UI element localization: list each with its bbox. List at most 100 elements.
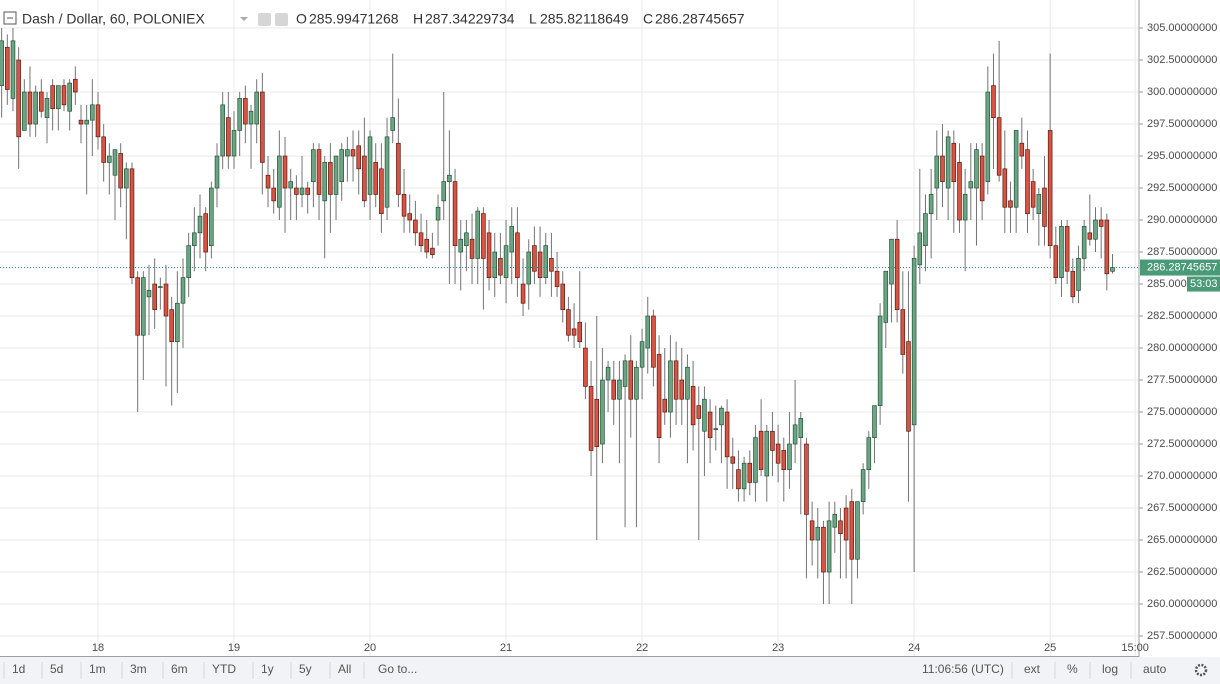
candle-body (719, 407, 724, 426)
candle-body (1002, 168, 1008, 208)
range-button[interactable]: 5y (299, 662, 312, 676)
symbol-title: Dash / Dollar, 60, POLONIEX (22, 11, 206, 27)
candle-body (1053, 245, 1059, 278)
candle-body (209, 187, 214, 246)
candle-body (430, 247, 435, 255)
candle-body (515, 232, 520, 278)
candle-body (367, 136, 373, 195)
candle-body (1042, 187, 1047, 227)
candle-body (651, 315, 656, 368)
candle-body (146, 290, 152, 298)
high-value: 287.34229734 (425, 11, 515, 27)
candle-body (679, 379, 685, 400)
candle-body (101, 136, 106, 163)
candle-body (90, 104, 95, 121)
candle-body (396, 142, 401, 195)
candle-body (1081, 226, 1087, 259)
candle-body (560, 283, 566, 310)
candle-body (685, 366, 690, 400)
candle-body (345, 149, 350, 157)
y-tick-label: 267.50000000 (1147, 502, 1217, 514)
candle-body (486, 232, 492, 278)
x-tick-label: 22 (636, 642, 648, 654)
candle-body (350, 149, 356, 157)
toolbar-items: 1d 5d 1m 3m 6m YTD 1y 5y All Go to... 11:06:56 (UT… (3, 662, 1208, 679)
candle-body (787, 443, 792, 470)
candle-body (1076, 258, 1081, 291)
settings-icon[interactable] (275, 13, 288, 26)
candle-body (668, 360, 673, 413)
goto-button[interactable]: Go to... (378, 662, 417, 676)
range-button[interactable]: 1d (12, 662, 25, 676)
x-tick-label: 24 (908, 642, 920, 654)
candle-body (362, 155, 367, 202)
candle-body (600, 379, 605, 445)
range-button[interactable]: All (338, 662, 351, 676)
candles (0, 28, 1138, 605)
candle-body (622, 360, 628, 387)
candle-body (928, 194, 934, 214)
candle-body (10, 40, 16, 99)
candle-body (481, 213, 486, 259)
candle-body (702, 398, 707, 432)
range-button[interactable]: 3m (130, 662, 147, 676)
candle-body (741, 462, 747, 490)
candle-body (826, 520, 832, 573)
candle-body (0, 40, 4, 86)
candle-body (724, 411, 730, 458)
candle-body (447, 174, 452, 182)
candle-body (260, 91, 265, 163)
candle-body (537, 251, 543, 278)
range-button[interactable]: 6m (171, 662, 188, 676)
option-button[interactable]: log (1102, 662, 1118, 676)
candle-body (809, 520, 815, 541)
candle-body (135, 277, 140, 336)
candle-body (1098, 219, 1104, 227)
range-button[interactable]: 1y (261, 662, 274, 676)
candle-body (696, 405, 702, 419)
candle-body (509, 226, 515, 253)
candle-body (940, 155, 945, 182)
toolbar (0, 657, 1220, 684)
candle-body (163, 283, 169, 317)
candle-body (56, 85, 61, 110)
candle-body (566, 309, 571, 336)
candle-body (1019, 142, 1025, 157)
candle-body (736, 469, 741, 490)
candle-body (180, 277, 186, 304)
candle-body (894, 238, 900, 310)
collapse-icon[interactable] (3, 11, 17, 25)
candle-body (418, 232, 424, 246)
range-button[interactable]: 1m (89, 662, 106, 676)
candle-body (299, 187, 305, 195)
candle-body (656, 354, 662, 438)
candle-body (838, 520, 843, 534)
range-button[interactable]: 5d (50, 662, 63, 676)
option-button[interactable]: % (1067, 662, 1078, 676)
candle-body (356, 145, 361, 170)
candle-body (781, 450, 787, 470)
candle-body (390, 117, 395, 131)
settings-gear[interactable] (1194, 663, 1208, 677)
eye-icon[interactable] (258, 13, 271, 26)
candle-body (316, 149, 322, 195)
candle-body (991, 85, 996, 118)
candle-body (50, 85, 55, 110)
range-button[interactable]: YTD (212, 662, 236, 676)
candle-body (951, 142, 957, 182)
candle-body (588, 386, 594, 451)
candle-body (33, 91, 38, 125)
dropdown-caret[interactable] (240, 17, 248, 21)
candle-body (957, 162, 962, 221)
candle-body (747, 462, 753, 483)
option-button[interactable]: ext (1024, 662, 1041, 676)
candle-body (713, 428, 719, 431)
option-button[interactable]: auto (1143, 662, 1167, 676)
candle-body (758, 430, 764, 470)
candle-body (384, 136, 390, 208)
candle-body (1059, 226, 1064, 278)
candle-body (16, 59, 21, 138)
candle-body (458, 238, 463, 253)
x-tick-label: 15:00 (1121, 642, 1149, 654)
candle-body (611, 379, 617, 400)
